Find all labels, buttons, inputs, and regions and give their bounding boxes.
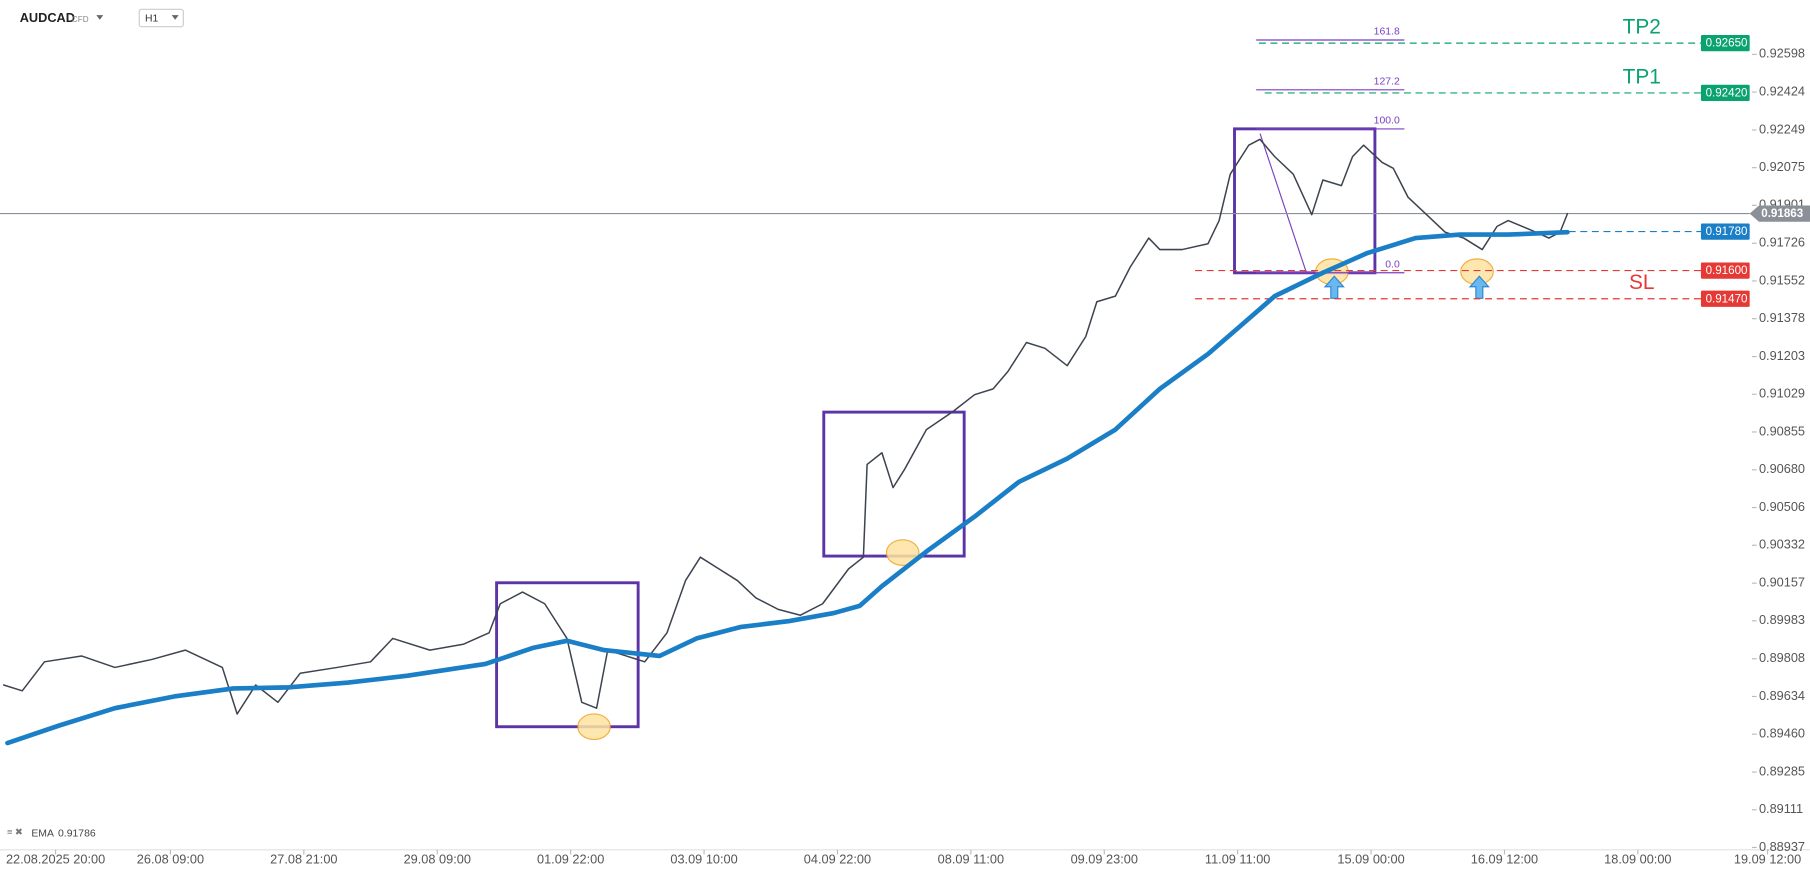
fib-label: 100.0 [1374,116,1400,127]
instrument: CFD [72,15,89,24]
legend-icon: ≡ ✖ [7,827,23,837]
price-tag-label: 0.91863 [1761,207,1803,220]
y-tick-label: 0.89808 [1759,650,1805,665]
y-tick-label: 0.90332 [1759,537,1805,552]
price-tag [1700,290,1750,307]
x-tick-label: 01.09 22:00 [537,852,604,867]
fib-label: 127.2 [1374,76,1400,87]
price-tag-label: 0.91600 [1706,264,1748,277]
y-tick-label: 0.90506 [1759,499,1805,514]
x-tick-label: 18.09 00:00 [1604,852,1671,867]
y-tick-label: 0.89460 [1759,726,1805,741]
dropdown-icon[interactable] [96,15,104,20]
annotations [495,39,1494,741]
highlight [577,713,611,741]
price-line [2,138,1569,715]
x-tick-label: 27.08 21:00 [270,852,337,867]
level-name: TP1 [1623,65,1661,88]
legend-value: 0.91786 [58,828,96,839]
x-tick-label: 09.09 23:00 [1071,852,1138,867]
fib-anchor [1259,133,1307,273]
x-tick-label: 29.08 09:00 [404,852,471,867]
price-tag-label: 0.92420 [1706,87,1748,100]
y-tick-label: 0.88937 [1759,839,1805,854]
fib-label: 0.0 [1385,259,1400,270]
price-tag [1749,205,1810,222]
price-tag-label: 0.91470 [1706,292,1748,305]
y-tick-label: 0.91203 [1759,348,1805,363]
y-tick-label: 0.90680 [1759,461,1805,476]
y-tick-label: 0.89634 [1759,688,1805,703]
x-tick-label: 15.09 00:00 [1337,852,1404,867]
y-tick-label: 0.92249 [1759,121,1805,136]
y-tick-label: 0.92075 [1759,159,1805,174]
x-tick-label: 16.09 12:00 [1471,852,1538,867]
y-tick-label: 0.91378 [1759,310,1805,325]
y-tick-label: 0.90157 [1759,575,1805,590]
y-tick-label: 0.91552 [1759,272,1805,287]
highlight [885,539,920,566]
level-name: TP2 [1623,16,1661,39]
x-tick-label: 26.08 09:00 [137,852,204,867]
y-tick-label: 0.92598 [1759,46,1805,61]
y-tick-label: 0.89285 [1759,763,1805,778]
x-tick-label: 04.09 22:00 [804,852,871,867]
fib-label: 161.8 [1374,27,1400,38]
timeframe: H1 [145,13,159,24]
price-tag [1700,34,1750,52]
price-tag-label: 0.91780 [1706,225,1748,238]
price-tag-label: 0.92650 [1706,37,1748,50]
x-tick-label: 03.09 10:00 [670,852,737,867]
price-tag [1700,84,1750,102]
ema-line [5,229,1570,746]
y-tick-label: 0.91726 [1759,235,1805,250]
x-tick-label: 22.08.2025 20:00 [6,852,105,867]
price-tag [1700,262,1750,279]
x-tick-label: 19.09 12:00 [1734,852,1801,867]
y-tick-label: 0.92424 [1759,83,1805,98]
y-tick-label: 0.89111 [1759,801,1803,816]
dropdown-icon [171,15,179,20]
timeframe-box[interactable] [138,8,184,28]
y-tick-label: 0.89983 [1759,612,1805,627]
x-tick-label: 08.09 11:00 [938,852,1004,867]
x-tick-label: 11.09 11:00 [1205,852,1270,867]
price-tag [1700,223,1750,240]
symbol[interactable]: AUDCAD [20,10,75,25]
y-tick-label: 0.91029 [1759,386,1805,401]
y-tick-label: 0.90855 [1759,423,1805,438]
level-name: SL [1629,271,1655,294]
legend-name: EMA [31,828,54,839]
